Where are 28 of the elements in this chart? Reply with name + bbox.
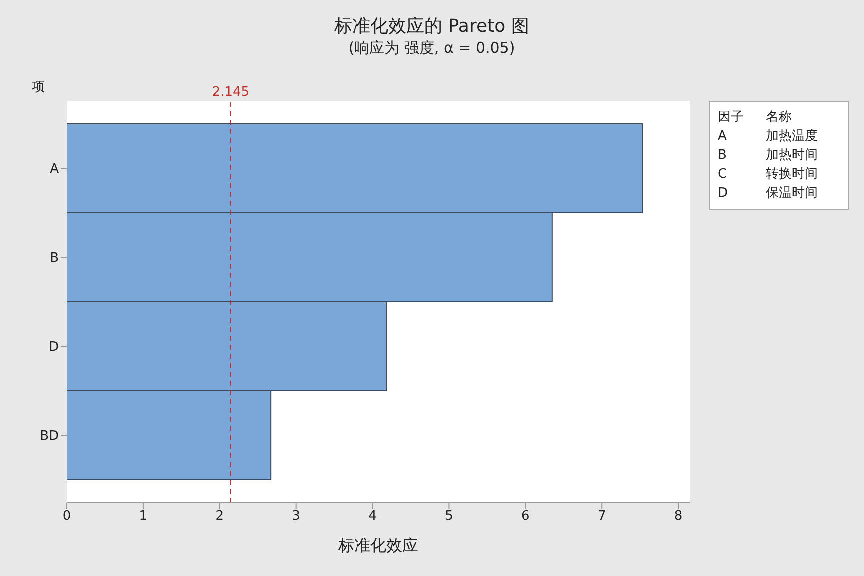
text: 名称 xyxy=(766,109,792,127)
x-tick-label: 8 xyxy=(674,509,683,524)
x-tick-label: 2 xyxy=(216,509,224,524)
y-tick-label: D xyxy=(48,340,59,356)
x-tick-label: 3 xyxy=(292,509,300,524)
x-tick-label: 6 xyxy=(522,509,530,524)
y-tick-label: B xyxy=(50,251,59,266)
chart-subtitle: (响应为 强度, α = 0.05) xyxy=(348,39,516,58)
ref-line-label: 2.145 xyxy=(212,85,250,100)
chart-title: 标准化效应的 Pareto 图 xyxy=(334,15,530,38)
y-tick-label: A xyxy=(50,162,60,178)
x-tick-label: 4 xyxy=(368,509,377,524)
x-tick-label: 1 xyxy=(139,509,148,524)
text: C xyxy=(718,166,728,184)
text: 因子 xyxy=(718,109,745,127)
text: A xyxy=(718,128,728,146)
y-axis-title: 项 xyxy=(32,79,45,96)
text: 保温时间 xyxy=(766,185,818,203)
x-axis-title: 标准化效应 xyxy=(338,536,420,557)
text: 加热温度 xyxy=(766,128,818,146)
text: 转换时间 xyxy=(766,166,818,184)
x-tick-label: 7 xyxy=(598,509,606,524)
x-tick-label: 0 xyxy=(62,509,72,524)
x-tick-label: 5 xyxy=(445,509,454,524)
text: D xyxy=(718,185,730,203)
y-tick-label: BD xyxy=(40,429,59,444)
text: 加热时间 xyxy=(766,147,818,165)
text: B xyxy=(718,147,728,165)
